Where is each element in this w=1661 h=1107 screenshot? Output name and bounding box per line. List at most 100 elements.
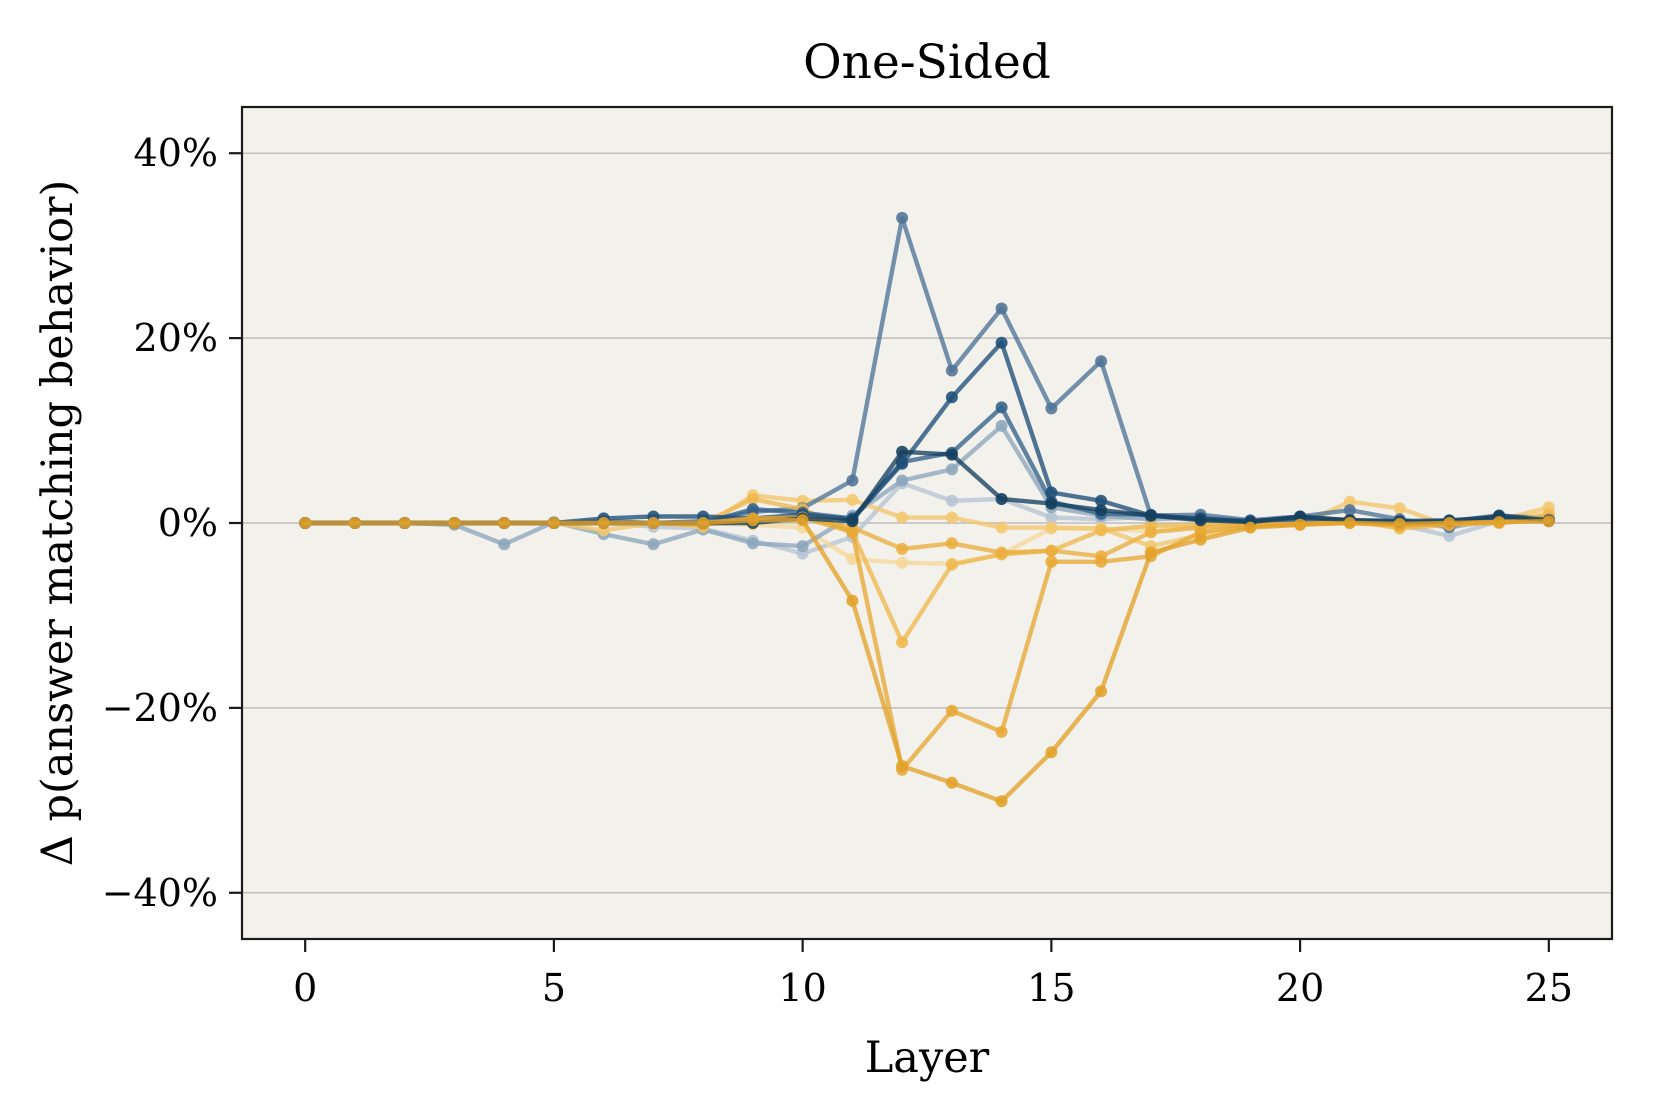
data-point: [647, 517, 660, 529]
data-point: [1095, 504, 1108, 517]
data-point: [846, 594, 859, 607]
data-point: [1144, 546, 1157, 559]
data-point: [498, 538, 511, 551]
data-point: [1443, 529, 1456, 542]
x-tick-label: 20: [1276, 966, 1324, 1010]
data-point: [1045, 402, 1058, 415]
data-point: [1045, 746, 1058, 759]
series-line: [303, 518, 1552, 804]
data-point: [1144, 509, 1157, 522]
data-point: [896, 457, 909, 470]
data-point: [398, 517, 411, 529]
data-point: [945, 558, 958, 571]
axis-tick-labels: 40% 20% 0% −20% −40% 0 5 10 15 20 25: [102, 131, 1573, 1010]
data-point: [1095, 555, 1108, 568]
data-point: [647, 538, 660, 551]
data-point: [846, 493, 859, 506]
data-point: [1393, 502, 1406, 515]
data-point: [697, 517, 710, 529]
data-point: [945, 463, 958, 476]
data-point: [945, 776, 958, 789]
data-point: [1045, 521, 1058, 534]
data-point: [945, 494, 958, 507]
data-point: [1343, 517, 1356, 529]
data-point: [1542, 515, 1555, 528]
data-point: [796, 514, 809, 527]
x-tick-label: 10: [778, 966, 826, 1010]
data-point: [448, 517, 461, 529]
y-axis-label: Δ p(answer matching behavior): [33, 180, 83, 867]
data-point: [1294, 510, 1307, 523]
data-point: [896, 556, 909, 569]
data-point: [995, 401, 1008, 414]
data-point: [1095, 524, 1108, 537]
data-point: [1095, 494, 1108, 507]
data-point: [896, 445, 909, 458]
data-point: [846, 526, 859, 539]
data-point: [995, 521, 1008, 534]
data-point: [995, 302, 1008, 315]
axis-ticks: [229, 152, 1550, 952]
data-point: [348, 517, 361, 529]
data-point: [1493, 516, 1506, 529]
data-point: [995, 546, 1008, 559]
data-point: [1393, 517, 1406, 530]
plot-frame: [240, 105, 1614, 941]
data-point: [945, 537, 958, 550]
data-point: [1095, 685, 1108, 698]
data-point: [945, 391, 958, 404]
data-point: [896, 760, 909, 773]
data-point: [498, 517, 511, 529]
data-point: [1343, 495, 1356, 508]
data-point: [1443, 517, 1456, 529]
data-point: [896, 542, 909, 555]
data-point: [995, 725, 1008, 738]
data-point: [945, 511, 958, 524]
y-tick-label: −20%: [102, 686, 218, 730]
data-point: [846, 474, 859, 487]
data-point: [299, 517, 312, 529]
x-tick-label: 5: [542, 966, 566, 1010]
data-point: [746, 493, 759, 505]
data-point: [746, 503, 759, 516]
x-tick-label: 0: [293, 966, 317, 1010]
x-axis-label: Layer: [865, 1033, 990, 1083]
x-tick-label: 25: [1525, 966, 1573, 1010]
data-point: [1095, 355, 1108, 368]
data-series: [299, 211, 1555, 808]
data-point: [995, 336, 1008, 349]
data-point: [846, 515, 859, 528]
data-point: [896, 211, 909, 224]
data-point: [896, 511, 909, 524]
data-point: [1194, 533, 1207, 546]
data-point: [896, 636, 909, 649]
data-point: [1045, 555, 1058, 568]
series-orange-6-deepest: [299, 514, 1555, 808]
data-point: [1343, 504, 1356, 517]
data-point: [995, 419, 1008, 432]
data-point: [746, 514, 759, 527]
data-point: [1045, 511, 1058, 524]
chart-title: One-Sided: [803, 35, 1051, 90]
data-point: [1045, 486, 1058, 499]
data-point: [1045, 497, 1058, 510]
data-point: [995, 795, 1008, 808]
x-tick-label: 15: [1027, 966, 1075, 1010]
data-point: [597, 517, 610, 529]
data-point: [1045, 544, 1058, 557]
y-tick-label: −40%: [102, 871, 218, 915]
y-tick-label: 20%: [134, 316, 218, 360]
data-point: [1244, 521, 1257, 534]
data-point: [1144, 526, 1157, 539]
data-point: [945, 704, 958, 717]
y-tick-label: 0%: [158, 501, 218, 545]
data-point: [995, 493, 1008, 505]
data-point: [1294, 518, 1307, 531]
data-point: [1194, 514, 1207, 527]
data-point: [547, 517, 560, 529]
y-tick-label: 40%: [134, 131, 218, 175]
data-point: [945, 364, 958, 377]
data-point: [746, 537, 759, 550]
